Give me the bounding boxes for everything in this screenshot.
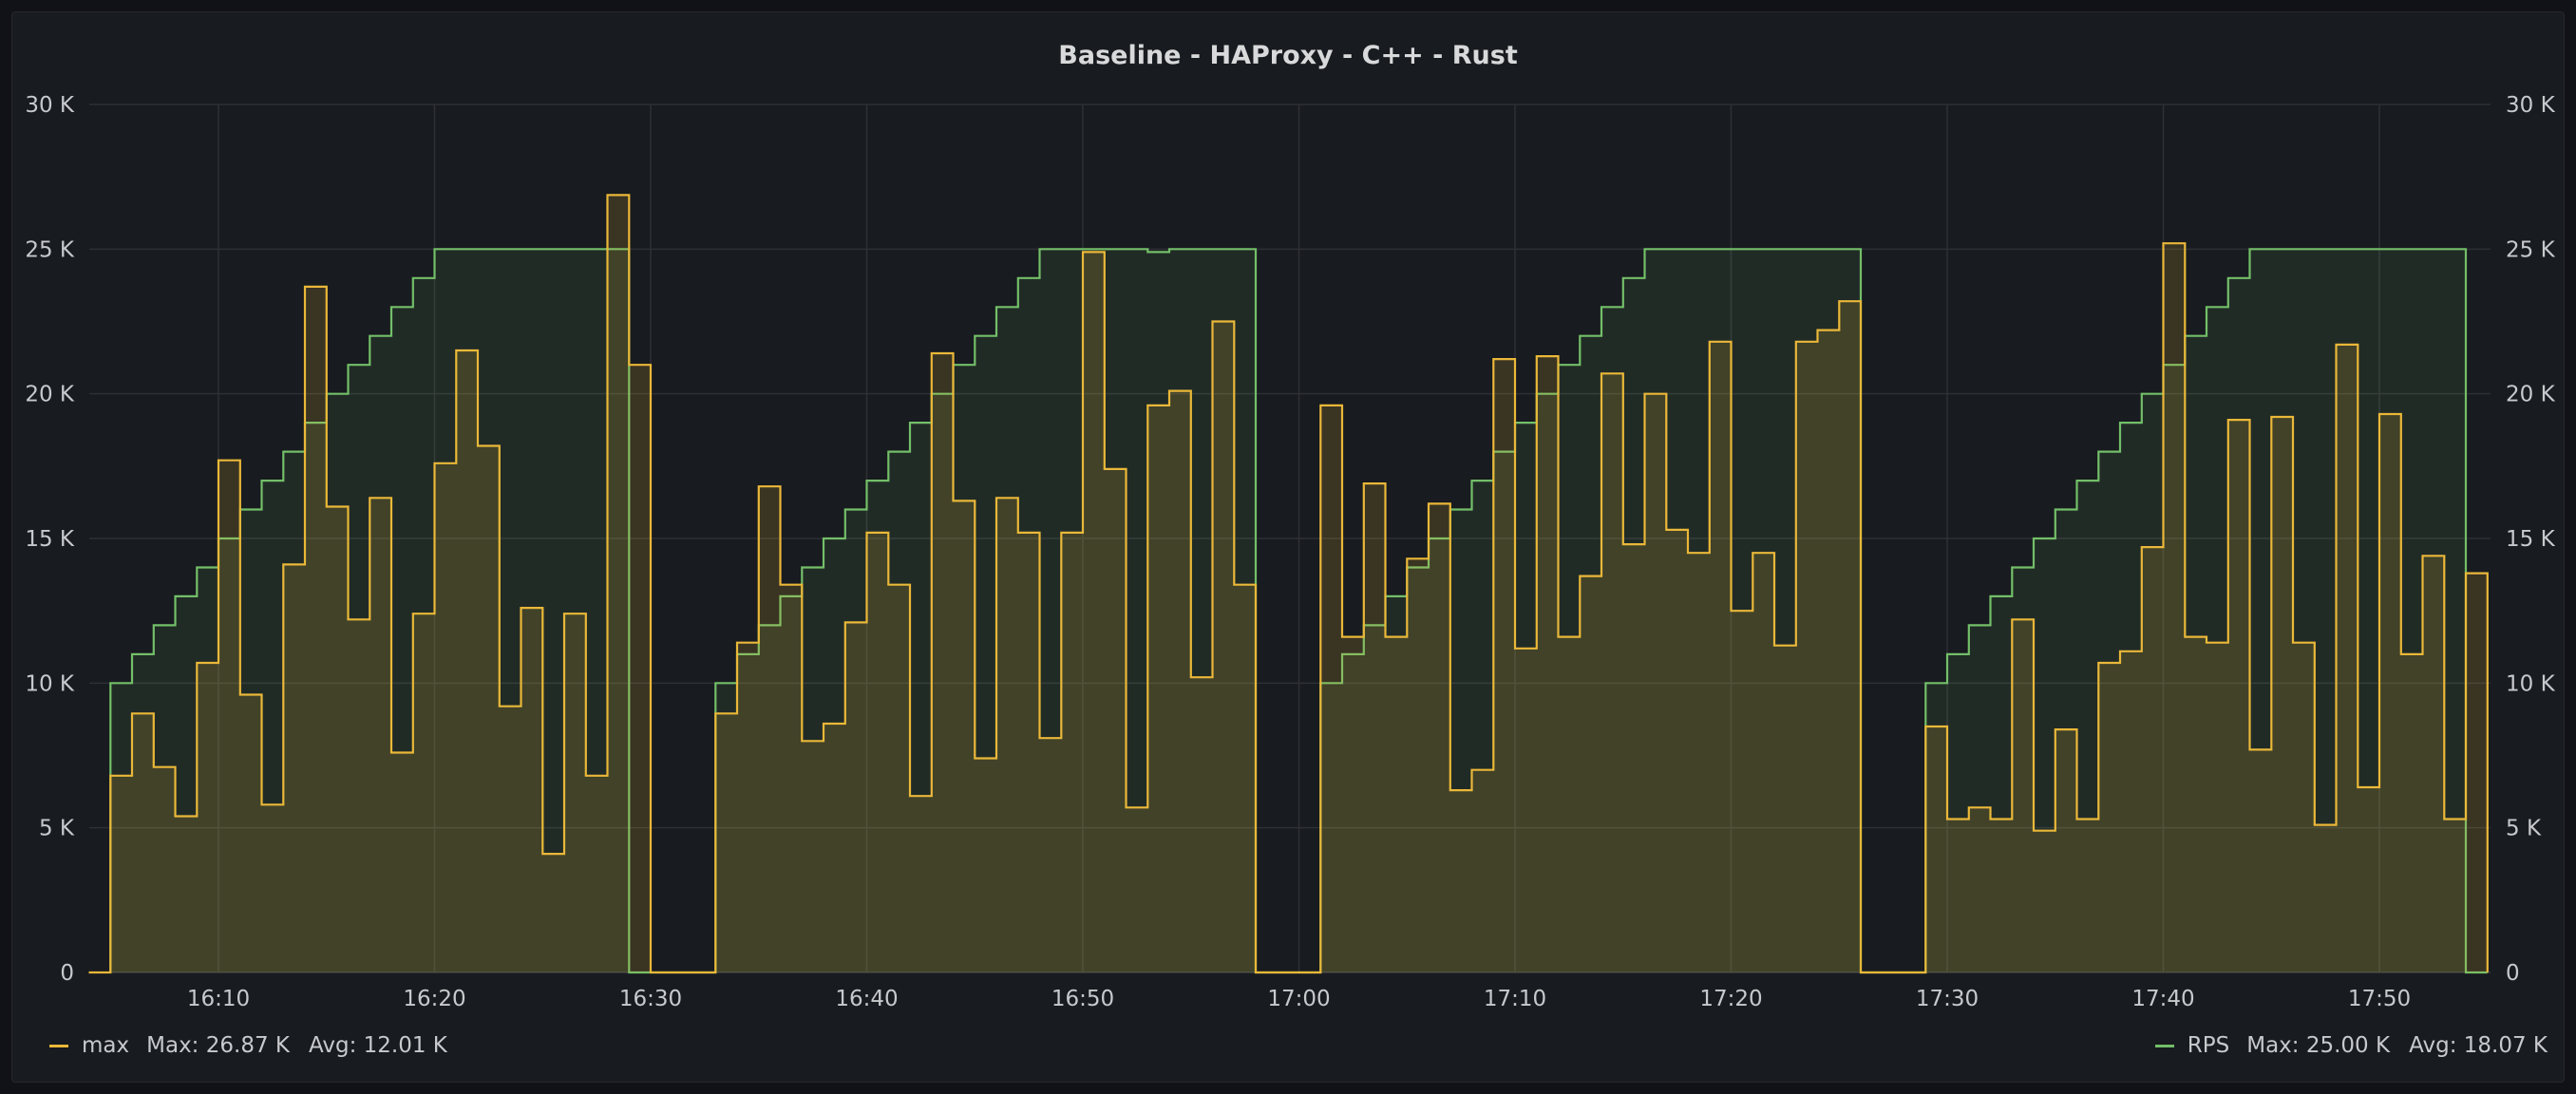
x-tick-label: 16:40 [835, 987, 898, 1011]
y-tick-label-right: 15 K [2506, 527, 2556, 552]
x-tick-label: 16:50 [1051, 987, 1114, 1011]
y-tick-label-right: 30 K [2506, 93, 2556, 118]
x-tick-label: 17:40 [2131, 987, 2194, 1011]
x-tick-label: 17:30 [1916, 987, 1979, 1011]
y-tick-label-right: 0 [2506, 961, 2520, 986]
legend-swatch-rps [2154, 1044, 2174, 1047]
y-tick-label-right: 20 K [2506, 383, 2556, 407]
legend-item-max[interactable]: max Max: 26.87 K Avg: 12.01 K [49, 1033, 447, 1058]
legend-label-max: max [82, 1033, 130, 1058]
x-tick-label: 17:00 [1267, 987, 1330, 1011]
x-tick-label: 16:10 [187, 987, 250, 1011]
x-tick-label: 17:20 [1699, 987, 1762, 1011]
legend-swatch-max [49, 1044, 68, 1047]
legend-max-value-max: Max: 26.87 K [146, 1033, 290, 1058]
y-tick-label-right: 5 K [2506, 817, 2542, 841]
legend-item-rps[interactable]: RPS Max: 25.00 K Avg: 18.07 K [2154, 1033, 2548, 1058]
series-area-max [88, 195, 2488, 972]
x-tick-label: 16:30 [619, 987, 682, 1011]
y-tick-label-left: 15 K [25, 527, 75, 552]
y-tick-label-left: 25 K [25, 237, 75, 262]
chart-title: Baseline - HAProxy - C++ - Rust [1058, 41, 1518, 70]
y-tick-label-right: 25 K [2506, 237, 2556, 262]
series-area-rps [110, 249, 2488, 972]
x-tick-label: 17:10 [1484, 987, 1546, 1011]
y-tick-label-left: 0 [60, 961, 74, 986]
legend-avg-value-max: Avg: 12.01 K [308, 1033, 447, 1058]
y-tick-label-left: 30 K [25, 93, 75, 118]
y-tick-label-left: 10 K [25, 671, 75, 696]
y-tick-label-left: 20 K [25, 383, 75, 407]
legend-label-rps: RPS [2187, 1033, 2230, 1058]
chart-panel: Baseline - HAProxy - C++ - Rust [11, 11, 2565, 1083]
x-tick-label: 16:20 [403, 987, 465, 1011]
y-tick-label-left: 5 K [39, 817, 75, 841]
x-tick-label: 17:50 [2348, 987, 2411, 1011]
y-tick-label-right: 10 K [2506, 671, 2556, 696]
legend-max-value-rps: Max: 25.00 K [2246, 1033, 2391, 1058]
legend-avg-value-rps: Avg: 18.07 K [2409, 1033, 2548, 1058]
series-line-rps [109, 248, 2488, 974]
series-line-max [88, 194, 2489, 974]
